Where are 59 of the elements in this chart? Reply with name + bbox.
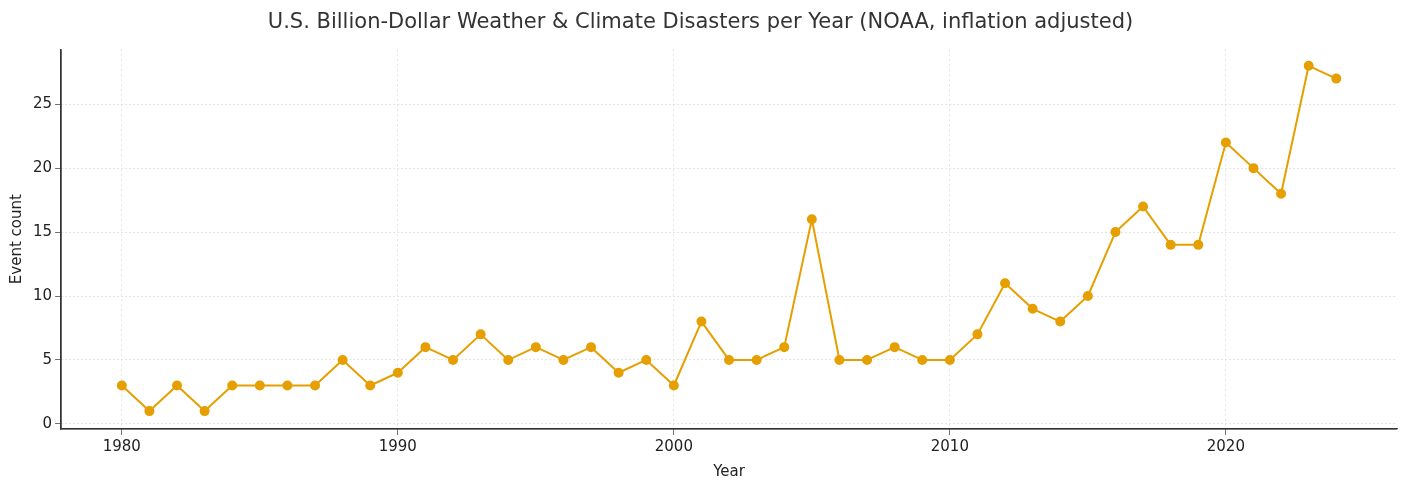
point: [420, 342, 431, 353]
point: [641, 354, 652, 365]
y-tick-label: 10: [32, 285, 53, 304]
point: [475, 329, 486, 340]
x-axis-title: Year: [712, 461, 746, 480]
point: [116, 380, 127, 391]
point: [254, 380, 265, 391]
point: [1027, 303, 1038, 314]
point: [668, 380, 679, 391]
point: [862, 354, 873, 365]
x-tick-label: 2000: [654, 436, 693, 455]
point: [696, 316, 707, 327]
point: [1110, 227, 1121, 238]
chart-title: U.S. Billion-Dollar Weather & Climate Disasters per Year (NOAA, inflation adjusted): [267, 9, 1134, 34]
point: [1138, 201, 1149, 212]
point: [586, 342, 597, 353]
point: [503, 354, 514, 365]
point: [1082, 291, 1093, 302]
point: [282, 380, 293, 391]
point: [944, 354, 955, 365]
point: [1055, 316, 1066, 327]
point: [1220, 137, 1231, 148]
point: [310, 380, 321, 391]
y-axis-title: Event count: [6, 193, 25, 285]
point: [751, 354, 762, 365]
point: [1165, 239, 1176, 250]
point: [530, 342, 541, 353]
point: [1000, 278, 1011, 289]
point: [227, 380, 238, 391]
x-tick-label: 2010: [930, 436, 969, 455]
point: [1193, 239, 1204, 250]
point: [448, 354, 459, 365]
point: [834, 354, 845, 365]
point: [558, 354, 569, 365]
y-tick-label: 20: [32, 158, 53, 177]
point: [199, 406, 210, 417]
y-tick-label: 15: [32, 221, 53, 240]
point: [972, 329, 983, 340]
point: [1331, 73, 1342, 84]
point: [917, 354, 928, 365]
y-tick-label: 5: [42, 349, 53, 368]
point: [337, 354, 348, 365]
point: [1248, 163, 1259, 174]
point: [779, 342, 790, 353]
point: [724, 354, 735, 365]
point: [392, 367, 403, 378]
x-tick-label: 2020: [1206, 436, 1245, 455]
point: [144, 406, 155, 417]
point: [172, 380, 183, 391]
point: [1276, 188, 1287, 199]
y-tick-label: 25: [32, 94, 53, 113]
x-tick-label: 1990: [378, 436, 417, 455]
point: [1303, 60, 1314, 71]
point: [613, 367, 624, 378]
point: [889, 342, 900, 353]
point: [365, 380, 376, 391]
x-tick-label: 1980: [102, 436, 141, 455]
point: [806, 214, 817, 225]
y-tick-label: 0: [42, 413, 53, 432]
